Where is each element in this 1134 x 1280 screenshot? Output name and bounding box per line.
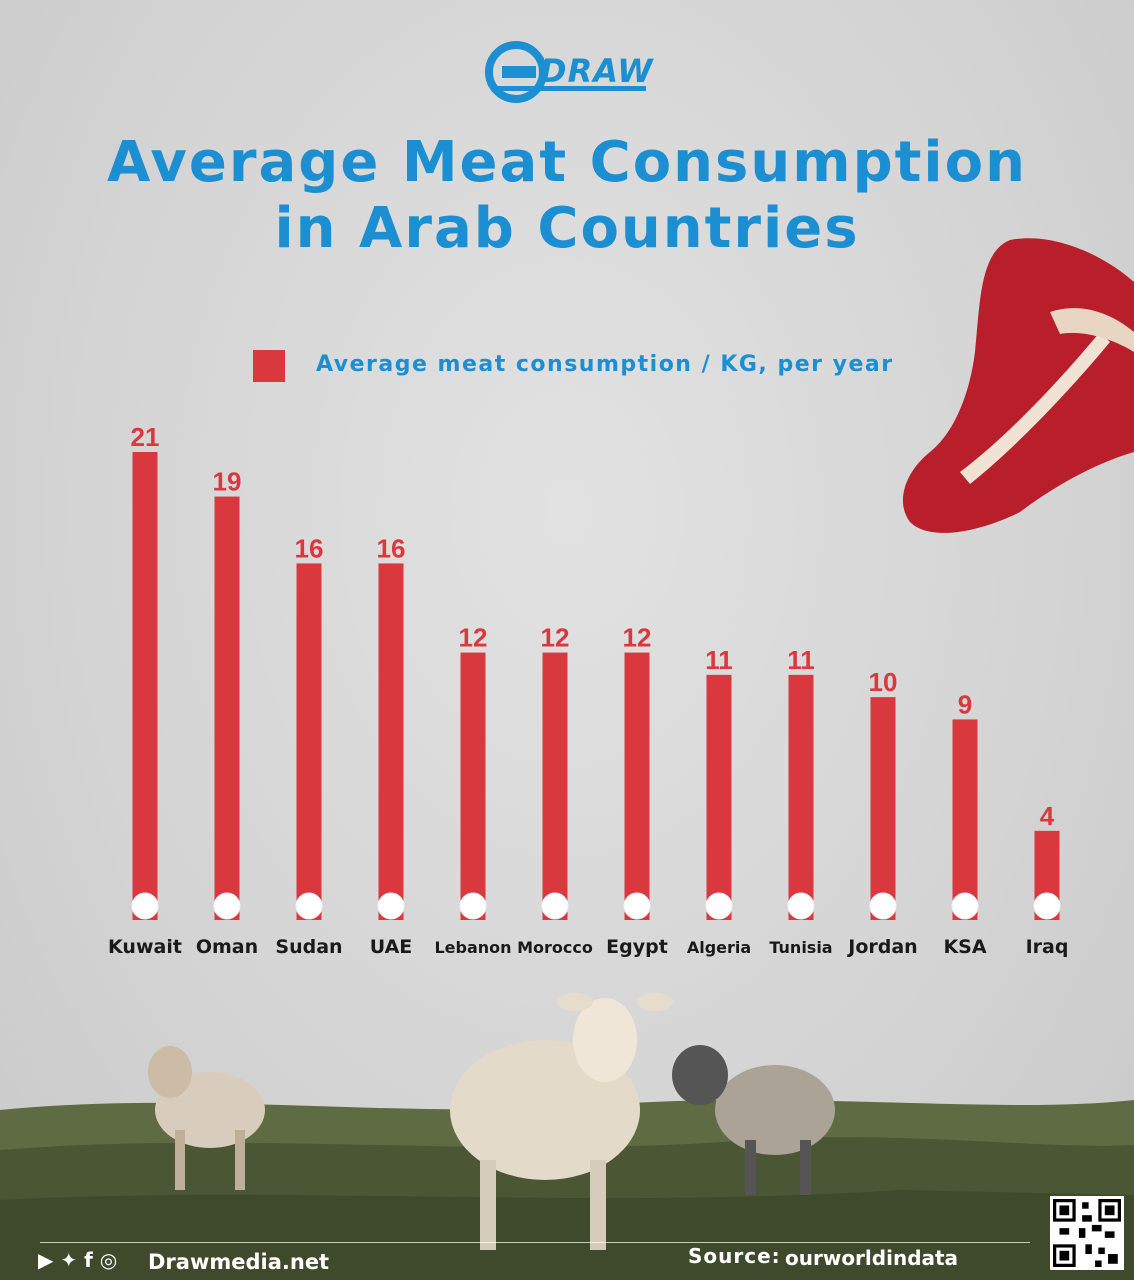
source-value: ourworldindata — [785, 1246, 959, 1270]
flag-icon-lebanon — [459, 892, 487, 920]
x-tick-label: Egypt — [606, 936, 668, 958]
x-tick-label: UAE — [370, 936, 413, 958]
legend-swatch — [253, 350, 285, 382]
page-title-line-1: Average Meat Consumption — [107, 130, 1027, 195]
value-label-algeria: 11 — [705, 645, 733, 675]
bar-tunisia — [788, 674, 814, 920]
bar-algeria — [706, 674, 732, 920]
flag-icon-tunisia — [787, 892, 815, 920]
source-label: Source: — [688, 1244, 781, 1268]
footer-divider — [40, 1242, 1030, 1243]
x-tick-label: Morocco — [517, 938, 593, 957]
value-label-tunisia: 11 — [787, 645, 815, 675]
bar-lebanon — [460, 652, 486, 920]
bar-jordan — [870, 697, 896, 920]
value-label-lebanon: 12 — [459, 623, 488, 653]
x-tick-label: Lebanon — [434, 938, 511, 957]
social-icons: ▶ ✦ f ◎ — [38, 1248, 117, 1272]
youtube-icon[interactable]: ▶ — [38, 1248, 54, 1272]
x-tick-label: Kuwait — [108, 936, 182, 958]
value-label-jordan: 10 — [869, 667, 898, 697]
flag-icon-morocco — [541, 892, 569, 920]
value-label-iraq: 4 — [1040, 801, 1055, 831]
facebook-icon[interactable]: f — [84, 1248, 93, 1272]
value-label-egypt: 12 — [623, 623, 652, 653]
x-tick-label: Oman — [196, 936, 258, 958]
draw-logo — [485, 41, 646, 103]
flag-icon-jordan — [869, 892, 897, 920]
x-tick-label: KSA — [943, 936, 986, 958]
value-label-kuwait: 21 — [131, 422, 160, 452]
flag-icon-oman — [213, 892, 241, 920]
logo-text: DRAW — [540, 52, 654, 90]
qr-code-icon[interactable] — [1050, 1196, 1124, 1270]
bar-uae — [378, 563, 404, 920]
flag-icon-sudan — [295, 892, 323, 920]
value-label-ksa: 9 — [958, 689, 972, 719]
sheep-image — [148, 993, 835, 1250]
bar-ksa — [952, 719, 978, 920]
flag-icon-iraq — [1033, 892, 1061, 920]
bar-kuwait — [132, 452, 158, 920]
x-tick-label: Algeria — [687, 938, 751, 957]
x-tick-label: Iraq — [1026, 936, 1069, 958]
value-label-oman: 19 — [213, 467, 242, 497]
bar-chart: 21 Kuwait 19 Oman 16 Sudan 16 UAE 12 Lebanon 12 Mor… — [108, 422, 1069, 958]
bar-egypt — [624, 652, 650, 920]
instagram-icon[interactable]: ◎ — [99, 1248, 118, 1272]
page-title-line-2: in Arab Countries — [274, 196, 860, 261]
flag-icon-egypt — [623, 892, 651, 920]
bar-morocco — [542, 652, 568, 920]
flag-icon-uae — [377, 892, 405, 920]
value-label-uae: 16 — [377, 533, 406, 563]
flag-icon-kuwait — [131, 892, 159, 920]
x-tick-label: Tunisia — [769, 938, 832, 957]
x-tick-label: Sudan — [275, 936, 342, 958]
x-tick-label: Jordan — [846, 936, 917, 958]
bar-oman — [214, 496, 240, 920]
steak-image — [902, 238, 1134, 533]
grass-field — [0, 1100, 1134, 1280]
flag-icon-algeria — [705, 892, 733, 920]
footer-site-link[interactable]: Drawmedia.net — [148, 1250, 330, 1274]
legend-label: Average meat consumption / KG, per year — [316, 352, 894, 377]
flag-icon-ksa — [951, 892, 979, 920]
value-label-sudan: 16 — [295, 533, 324, 563]
bar-sudan — [296, 563, 322, 920]
twitter-icon[interactable]: ✦ — [60, 1248, 78, 1272]
value-label-morocco: 12 — [541, 623, 570, 653]
